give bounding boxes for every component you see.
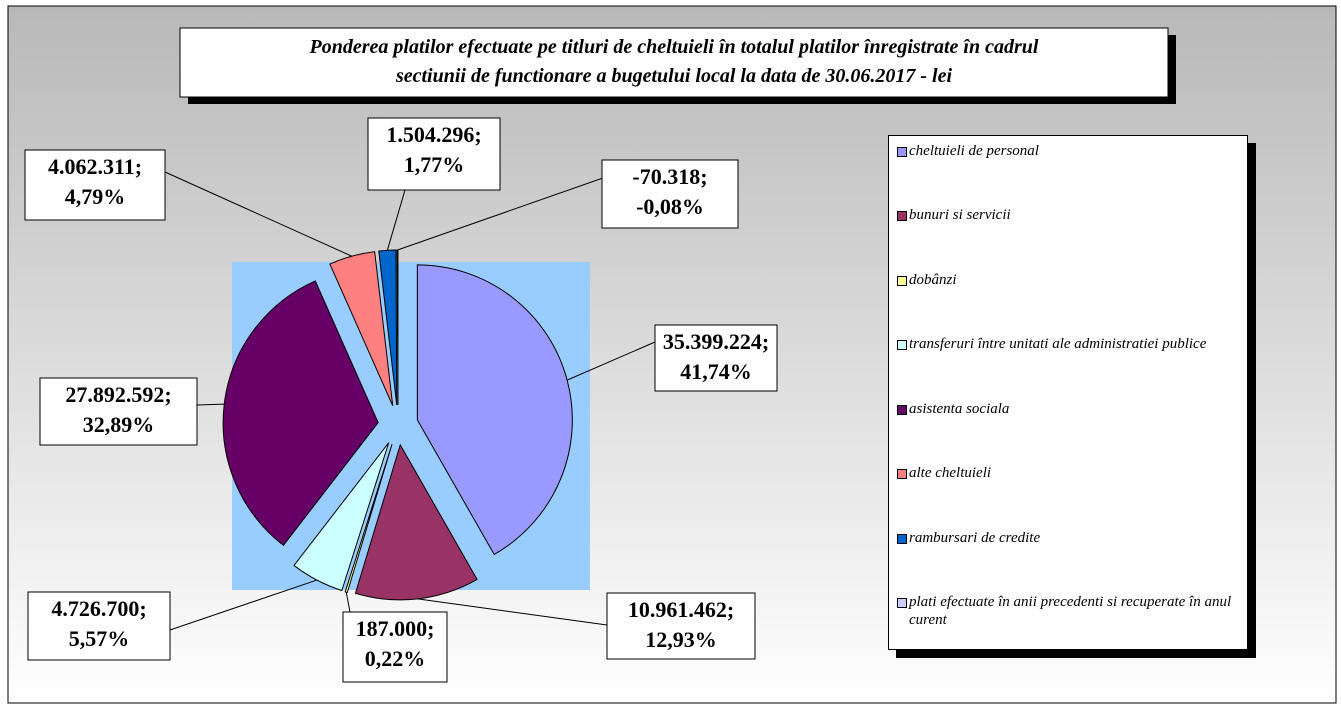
data-label-box	[367, 117, 501, 191]
legend-item: bunuri si servicii	[897, 206, 1241, 262]
data-label: 187.000;	[356, 616, 435, 641]
data-label: -0,08%	[636, 194, 704, 219]
leader-line	[169, 579, 317, 631]
data-label-box	[342, 611, 448, 683]
legend-label: bunuri si servicii	[909, 207, 1011, 224]
leader-line	[345, 592, 351, 613]
data-label: 4.726.700;	[51, 596, 146, 621]
legend-label: asistenta sociala	[909, 400, 1010, 417]
data-label-box	[24, 149, 166, 221]
legend-swatch	[897, 211, 907, 222]
data-label: 4.062.311;	[48, 154, 142, 179]
legend-item: cheltuieli de personal	[897, 142, 1241, 198]
leader-line	[196, 403, 225, 406]
legend-item: plati efectuate în anii precedenti si re…	[897, 593, 1241, 649]
pie-slice	[329, 251, 394, 406]
data-label: 10.961.462;	[628, 597, 734, 622]
legend-swatch	[897, 275, 907, 286]
legend-swatch	[897, 340, 907, 351]
legend-swatch	[897, 147, 907, 157]
data-label: 27.892.592;	[65, 382, 171, 407]
legend-item: alte cheltuieli	[897, 464, 1241, 520]
legend-label: alte cheltuieli	[909, 465, 992, 482]
data-label-box	[606, 592, 756, 660]
data-label: 1,77%	[404, 152, 465, 177]
legend-swatch	[897, 469, 907, 480]
data-label: 0,22%	[365, 646, 426, 671]
leader-line	[164, 171, 353, 257]
data-label-box	[39, 377, 198, 446]
chart-title: sectiunii de functionare a bugetului loc…	[395, 65, 953, 87]
data-label: 5,57%	[69, 626, 130, 651]
pie-slice	[416, 264, 573, 556]
legend-item: rambursari de credite	[897, 529, 1241, 585]
chart-title: Ponderea platilor efectuate pe titluri d…	[309, 36, 1039, 58]
data-label-box	[601, 159, 739, 229]
leader-line	[386, 189, 406, 251]
data-label: 1.504.296;	[386, 122, 481, 147]
data-label: 32,89%	[83, 412, 155, 437]
legend-item: dobânzi	[897, 271, 1241, 327]
data-label: 12,93%	[645, 627, 717, 652]
leader-line	[417, 598, 608, 626]
data-label: 35.399.224;	[663, 329, 769, 354]
legend-item: transferuri între unitati ale administra…	[897, 335, 1241, 391]
legend-label: cheltuieli de personal	[909, 143, 1039, 159]
data-label-box	[654, 324, 778, 392]
data-label-box	[27, 591, 171, 661]
legend-label: transferuri între unitati ale administra…	[909, 336, 1207, 353]
pie-slice	[293, 442, 390, 592]
pie-slice	[354, 443, 478, 601]
legend: cheltuieli de personal bunuri si servicii…	[888, 135, 1248, 650]
leader-line	[566, 341, 656, 381]
data-label: 4,79%	[65, 184, 126, 209]
legend-label: rambursari de credite	[909, 529, 1041, 546]
legend-label: plati efectuate în anii precedenti si re…	[909, 593, 1232, 628]
title-box	[179, 27, 1169, 98]
data-label: 41,74%	[680, 359, 752, 384]
legend-swatch	[897, 533, 907, 544]
legend-item: asistenta sociala	[897, 400, 1241, 456]
legend-label: dobânzi	[909, 271, 957, 288]
pie-slice	[222, 280, 379, 547]
legend-swatch	[897, 597, 907, 608]
legend-swatch	[897, 404, 907, 415]
leader-line	[397, 171, 621, 251]
data-label: -70.318;	[632, 164, 707, 189]
pie-slice	[378, 249, 398, 406]
